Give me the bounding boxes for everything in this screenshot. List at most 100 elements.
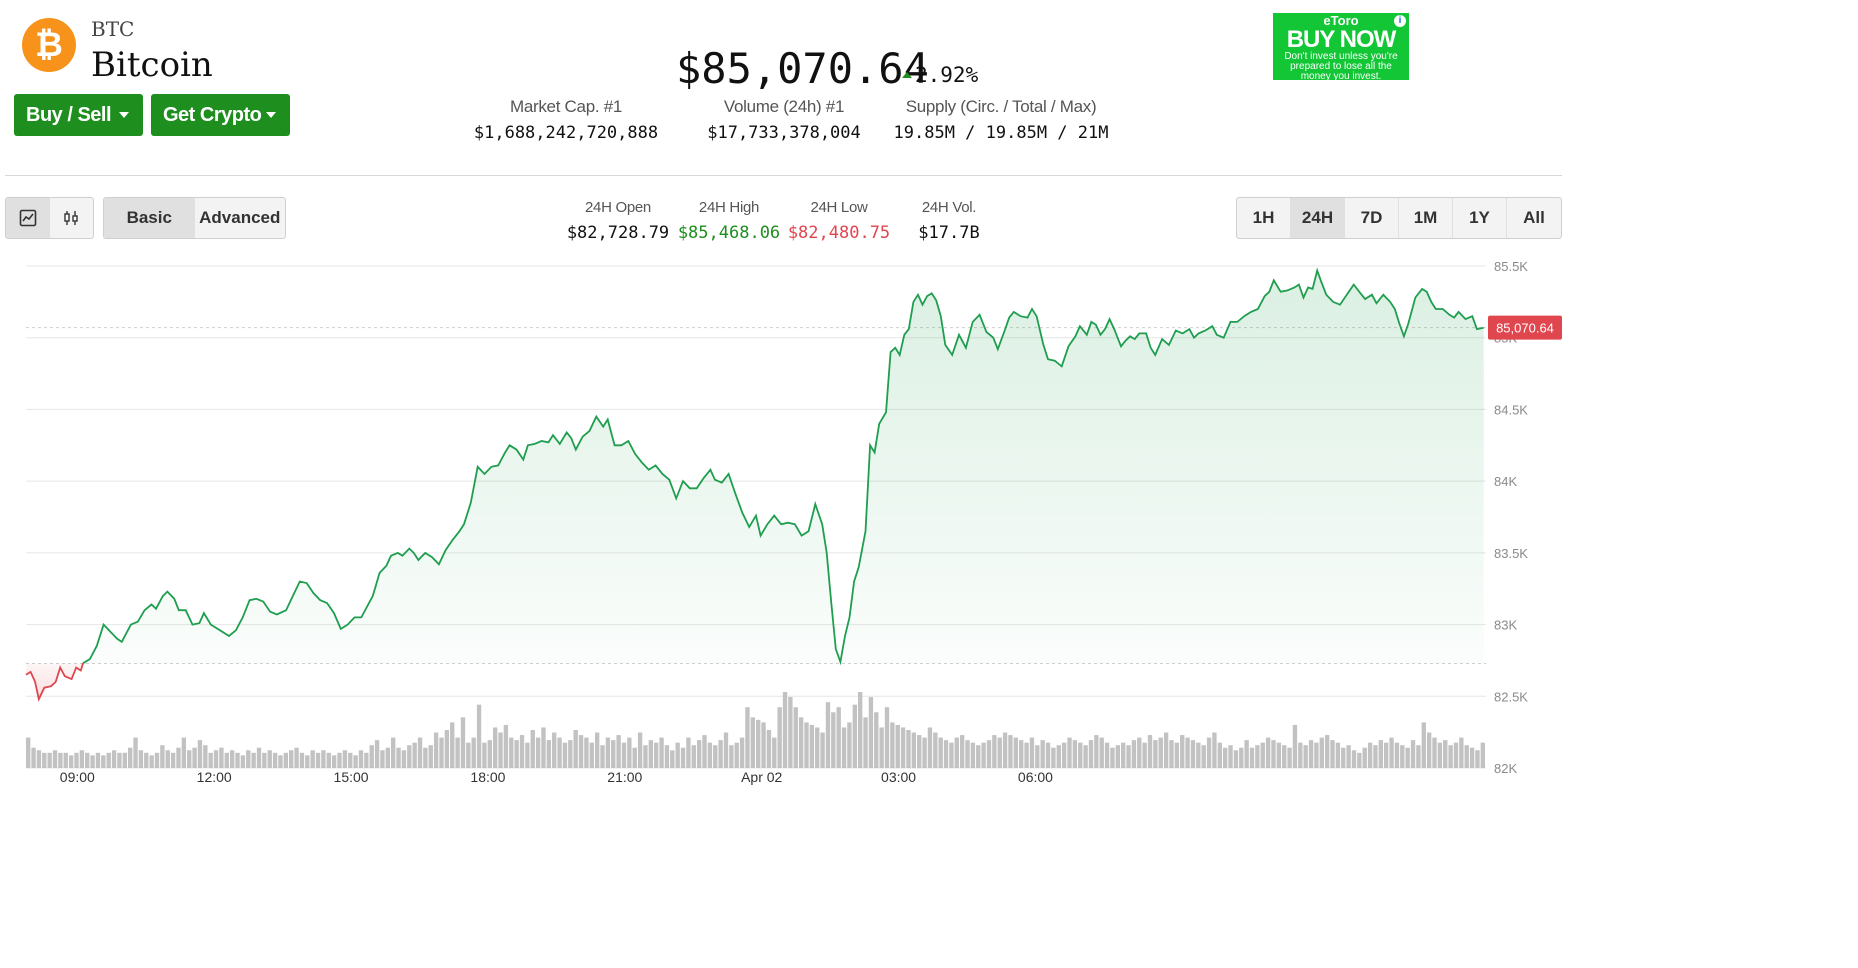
buy-sell-button[interactable]: Buy / Sell (14, 94, 143, 136)
volume-bar (1212, 732, 1217, 768)
volume-bar (133, 737, 138, 768)
volume-bar (1276, 742, 1282, 768)
range-7d-button[interactable]: 7D (1345, 198, 1399, 238)
high-label: 24H High (698, 199, 760, 216)
volume-bar (557, 737, 562, 768)
volume-bar (1158, 737, 1163, 768)
volume-bar (777, 707, 782, 768)
volume-bar (407, 745, 412, 768)
open-value: $82,728.79 (566, 223, 670, 243)
volume-bar (1410, 740, 1416, 768)
volume-bar (315, 752, 321, 768)
buy-sell-label: Buy / Sell (26, 103, 112, 126)
volume-bar (627, 737, 632, 768)
volume-bar (831, 712, 836, 768)
range-1y-button[interactable]: 1Y (1453, 198, 1507, 238)
price-chart[interactable]: 85.5K85K84.5K84K83.5K83K82.5K82K09:0012:… (0, 250, 1858, 810)
volume-bar (852, 704, 857, 768)
volume-bar (857, 692, 863, 768)
volume-bar (240, 755, 246, 768)
volume-bar (138, 750, 144, 768)
etoro-ad-banner[interactable]: eToro BUY NOW Don't invest unless you're… (1273, 13, 1409, 80)
volume-bar (1255, 745, 1260, 768)
volume-bar (1228, 745, 1233, 768)
volume-bar (648, 740, 654, 768)
x-tick-label: 18:00 (470, 769, 505, 785)
volume-bar (562, 742, 568, 768)
volume-bar (369, 745, 374, 768)
x-tick-label: 21:00 (607, 769, 642, 785)
volume-bar (1308, 740, 1314, 768)
volume-bar (1260, 742, 1265, 768)
market-cap-value: $1,688,242,720,888 (473, 123, 659, 143)
volume-bar (750, 717, 755, 768)
volume-bar (272, 752, 278, 768)
volume-bar (1222, 747, 1228, 768)
volume-bar (417, 737, 423, 768)
volume-bar (1131, 740, 1137, 768)
mode-basic-button[interactable]: Basic (104, 198, 195, 238)
volume-bar (1088, 740, 1094, 768)
volume-bar (1008, 735, 1013, 768)
volume-bar (943, 740, 949, 768)
volume-bar (1303, 745, 1308, 768)
volume-bar (514, 740, 519, 768)
volume-bar (305, 755, 310, 768)
get-crypto-button[interactable]: Get Crypto (151, 94, 290, 136)
volume-bar (1169, 740, 1174, 768)
volume-bar (74, 752, 79, 768)
range-24h-button[interactable]: 24H (1291, 198, 1345, 238)
volume-bar (450, 722, 455, 768)
volume-bar (713, 745, 718, 768)
volume-bar (815, 727, 820, 768)
volume-bar (310, 750, 315, 768)
volume-bar (605, 737, 611, 768)
volume-bar (632, 747, 637, 768)
volume-bar (1480, 742, 1485, 768)
volume-bar (568, 740, 573, 768)
volume-bar (1185, 737, 1190, 768)
volume-bar (63, 752, 68, 768)
volume-bar (391, 737, 396, 768)
volume-bar (584, 737, 589, 768)
volume-bar (224, 752, 229, 768)
volume-bar (1314, 742, 1319, 768)
volume-bar (729, 745, 734, 768)
volume-bar (68, 755, 74, 768)
info-icon[interactable]: i (1394, 15, 1406, 27)
volume-bar (106, 752, 111, 768)
volume-bar (654, 742, 659, 768)
range-1m-button[interactable]: 1M (1399, 198, 1453, 238)
volume-bar (841, 727, 847, 768)
mode-advanced-button[interactable]: Advanced (199, 208, 281, 227)
volume-bar (981, 742, 986, 768)
chevron-down-icon (266, 112, 276, 118)
volume-bar (1094, 735, 1099, 768)
volume-bar (412, 742, 417, 768)
volume-bar (1378, 740, 1384, 768)
volume-bar (659, 737, 664, 768)
volume-bar (761, 722, 766, 768)
bitcoin-logo-icon: ₿ (22, 18, 76, 72)
volume-bar (492, 727, 498, 768)
volume-bar (170, 752, 176, 768)
volume-bar (192, 747, 197, 768)
candlestick-button[interactable] (50, 198, 94, 238)
line-chart-button[interactable] (6, 198, 50, 238)
volume-bar (337, 752, 342, 768)
volume-bar (1394, 742, 1400, 768)
x-tick-label: 09:00 (60, 769, 95, 785)
volume-bar (970, 742, 976, 768)
volume-bar (487, 740, 492, 768)
volume-bar (466, 742, 471, 768)
supply-label: Supply (Circ. / Total / Max) (905, 97, 1097, 116)
range-1h-button[interactable]: 1H (1237, 198, 1291, 238)
volume-bar (1341, 747, 1346, 768)
range-all-button[interactable]: All (1523, 208, 1545, 227)
vol-label: 24H Vol. (921, 199, 977, 216)
volume-bar (1351, 750, 1357, 768)
volume-bar (498, 732, 503, 768)
volume-bar (117, 752, 122, 768)
volume-bar (637, 732, 643, 768)
header-divider (5, 175, 1562, 176)
